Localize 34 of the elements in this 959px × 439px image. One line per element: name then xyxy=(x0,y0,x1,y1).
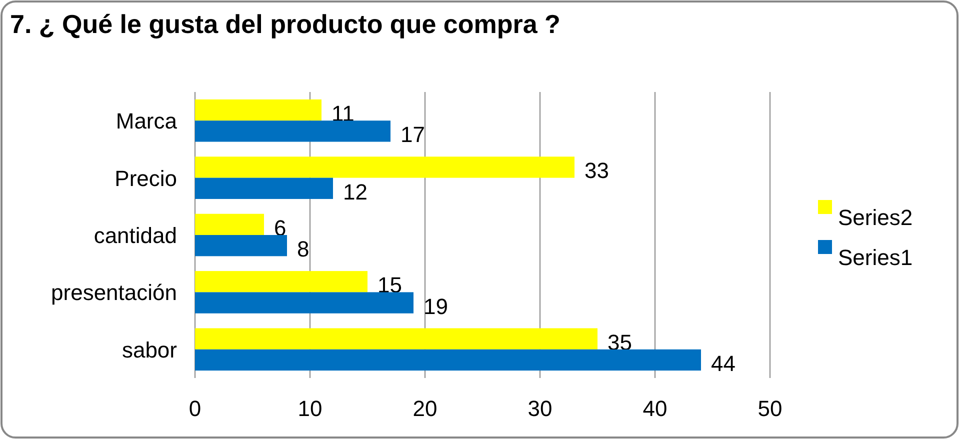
chart-title: 7. ¿ Qué le gusta del producto que compra ? xyxy=(10,9,560,39)
x-tick-label: 40 xyxy=(642,396,668,421)
legend-label: Series2 xyxy=(838,205,913,230)
bar xyxy=(195,178,333,199)
data-label: 19 xyxy=(424,294,448,319)
y-tick-label: cantidad xyxy=(94,223,177,248)
bar xyxy=(195,349,701,371)
x-tick-label: 20 xyxy=(412,396,438,421)
data-label: 11 xyxy=(332,101,354,126)
bar xyxy=(195,99,322,121)
bar xyxy=(195,328,598,350)
y-tick-label: Marca xyxy=(116,108,178,134)
x-tick-label: 10 xyxy=(298,396,322,421)
bar xyxy=(195,235,287,256)
y-tick-label: Precio xyxy=(114,166,177,191)
y-tick-label: sabor xyxy=(122,337,177,362)
data-label: 8 xyxy=(297,236,310,262)
bar xyxy=(195,214,264,235)
data-label: 15 xyxy=(378,272,402,298)
data-label: 35 xyxy=(608,330,632,355)
data-label: 33 xyxy=(584,158,609,184)
bar xyxy=(195,292,414,314)
data-label: 12 xyxy=(343,179,368,204)
data-label: 17 xyxy=(400,122,425,148)
bar xyxy=(195,120,390,142)
x-tick-label: 0 xyxy=(188,396,202,421)
y-tick-label: presentación xyxy=(51,280,177,306)
x-tick-label: 50 xyxy=(758,396,782,421)
legend-label: Series1 xyxy=(838,245,913,270)
data-label: 44 xyxy=(711,350,736,376)
bar xyxy=(195,156,574,178)
x-tick-label: 30 xyxy=(528,396,552,421)
bar xyxy=(195,271,368,292)
data-label: 6 xyxy=(274,215,286,240)
